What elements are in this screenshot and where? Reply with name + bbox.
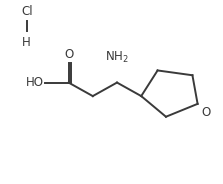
Text: H: H bbox=[22, 36, 31, 49]
Text: O: O bbox=[202, 106, 211, 119]
Text: HO: HO bbox=[26, 76, 44, 89]
Text: O: O bbox=[64, 48, 73, 61]
Text: Cl: Cl bbox=[21, 5, 33, 18]
Text: NH$_2$: NH$_2$ bbox=[105, 49, 129, 65]
